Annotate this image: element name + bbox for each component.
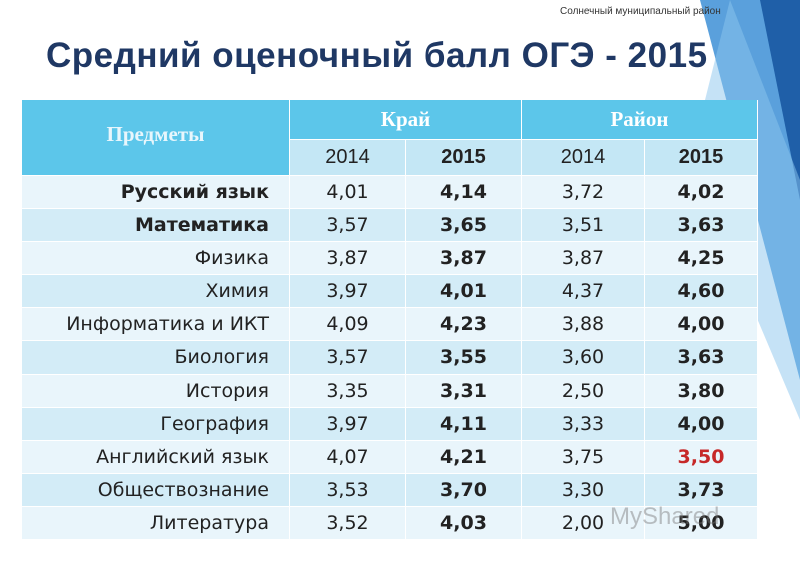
score: 3,97 [290, 407, 406, 441]
score: 3,97 [290, 275, 406, 309]
score: 4,14 [406, 176, 522, 210]
score: 3,60 [522, 341, 645, 375]
subject: Физика [22, 242, 290, 276]
subject: География [22, 407, 290, 441]
score: 3,53 [290, 473, 406, 507]
group-header: Район [522, 100, 758, 140]
slide-title: Средний оценочный балл ОГЭ - 2015 [46, 36, 708, 75]
subject-header: Предметы [22, 100, 290, 176]
score: 3,72 [522, 176, 645, 210]
score: 4,25 [645, 242, 758, 276]
organization: Солнечный муниципальный район [560, 6, 721, 17]
year-header: 2015 [645, 140, 758, 176]
score: 3,33 [522, 407, 645, 441]
group-header: Край [290, 100, 522, 140]
score: 4,60 [645, 275, 758, 309]
score: 4,03 [406, 506, 522, 540]
score: 4,00 [645, 308, 758, 342]
watermark: MyShared [610, 503, 720, 530]
year-header: 2014 [290, 140, 406, 176]
score: 2,00 [522, 506, 645, 540]
score: 3,73 [645, 473, 758, 507]
score: 4,01 [406, 275, 522, 309]
score: 4,23 [406, 308, 522, 342]
score: 4,11 [406, 407, 522, 441]
score: 4,02 [645, 176, 758, 210]
score: 3,57 [290, 209, 406, 243]
subject: Химия [22, 275, 290, 309]
subject: Литература [22, 506, 290, 540]
score: 4,00 [645, 407, 758, 441]
score: 4,09 [290, 308, 406, 342]
subject: Русский язык [22, 176, 290, 210]
score: 4,37 [522, 275, 645, 309]
subject: Обществознание [22, 473, 290, 507]
subject: Биология [22, 341, 290, 375]
score: 3,80 [645, 374, 758, 408]
results-table: Предметы Край Район 2014 2015 2014 2015 Русский… [22, 100, 758, 540]
score: 3,55 [406, 341, 522, 375]
score: 3,35 [290, 374, 406, 408]
score: 3,87 [522, 242, 645, 276]
subject: Информатика и ИКТ [22, 308, 290, 342]
subject: Английский язык [22, 440, 290, 474]
score: 3,87 [406, 242, 522, 276]
score: 4,07 [290, 440, 406, 474]
score: 4,01 [290, 176, 406, 210]
score: 3,75 [522, 440, 645, 474]
score: 3,50 [645, 440, 758, 474]
score: 3,70 [406, 473, 522, 507]
subject: История [22, 374, 290, 408]
score: 3,51 [522, 209, 645, 243]
score: 3,63 [645, 209, 758, 243]
score: 3,31 [406, 374, 522, 408]
score: 3,57 [290, 341, 406, 375]
subject: Математика [22, 209, 290, 243]
score: 5,00 [645, 506, 758, 540]
score: 3,88 [522, 308, 645, 342]
score: 3,65 [406, 209, 522, 243]
year-header: 2014 [522, 140, 645, 176]
year-header: 2015 [406, 140, 522, 176]
score: 2,50 [522, 374, 645, 408]
score: 3,87 [290, 242, 406, 276]
score: 3,30 [522, 473, 645, 507]
score: 3,63 [645, 341, 758, 375]
score: 3,52 [290, 506, 406, 540]
score: 4,21 [406, 440, 522, 474]
